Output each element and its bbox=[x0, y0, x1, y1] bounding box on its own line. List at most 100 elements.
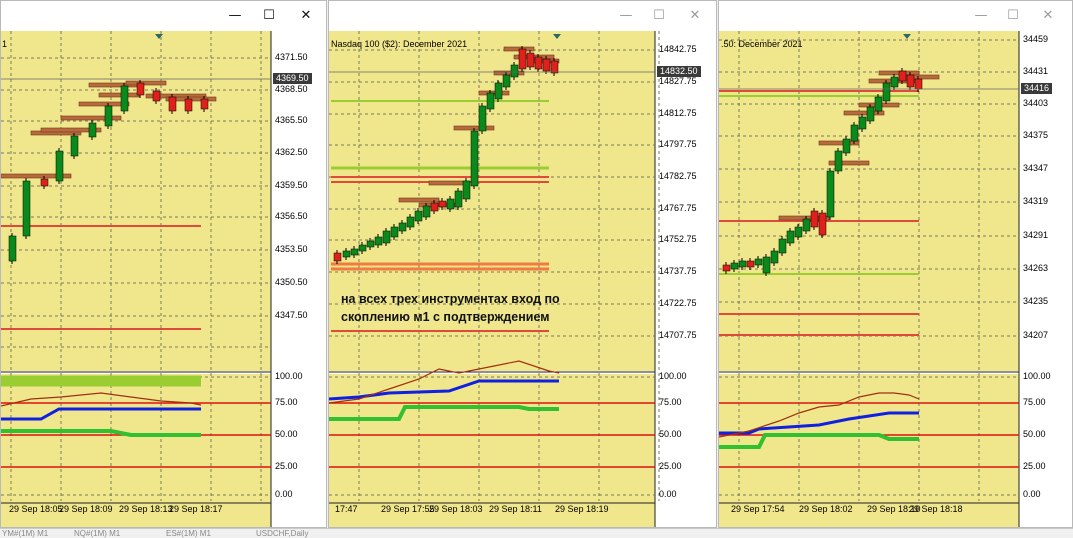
candle-bear bbox=[430, 202, 439, 212]
oscillator-brown-line bbox=[329, 360, 560, 404]
current-price-tag: 34416 bbox=[1021, 83, 1053, 94]
candle-bear bbox=[914, 78, 923, 90]
candle-bull bbox=[88, 122, 97, 138]
volume-cluster bbox=[98, 92, 140, 98]
time-axis-label: 17:47 bbox=[335, 504, 358, 514]
candle-bull bbox=[486, 92, 495, 110]
candle-bear bbox=[438, 200, 447, 208]
oscillator-blue-line bbox=[719, 411, 919, 435]
candle-bull bbox=[350, 248, 359, 256]
minimize-icon[interactable]: — bbox=[228, 8, 242, 23]
window-titlebar[interactable]: — ☐ ✕ bbox=[329, 1, 716, 31]
volume-cluster bbox=[125, 80, 167, 86]
price-axis-label: 14767.75 bbox=[659, 203, 697, 213]
window-titlebar[interactable]: — ☐ ✕ bbox=[1, 1, 326, 31]
oscillator-blue-line bbox=[329, 379, 559, 401]
status-tab[interactable]: NQ#(1M) M1 bbox=[74, 529, 121, 538]
candle-bear bbox=[168, 96, 177, 112]
oscillator-brown-line bbox=[719, 392, 920, 438]
candle-bull bbox=[494, 82, 503, 100]
oscillator-axis-label: 50.00 bbox=[659, 429, 682, 439]
close-icon[interactable]: ✕ bbox=[1042, 8, 1054, 23]
candle-bear bbox=[534, 56, 543, 70]
oscillator-pane bbox=[329, 374, 655, 527]
price-axis-label: 34431 bbox=[1023, 66, 1049, 76]
volume-cluster bbox=[78, 101, 130, 107]
price-axis-label: 34319 bbox=[1023, 196, 1049, 206]
candle-bull bbox=[762, 256, 771, 274]
candle-bear bbox=[746, 260, 755, 268]
price-axis-label: 14722.75 bbox=[659, 298, 697, 308]
window-titlebar[interactable]: — ☐ ✕ bbox=[719, 1, 1072, 31]
minimize-icon[interactable]: — bbox=[619, 8, 633, 23]
status-tab[interactable]: USDCHF,Daily bbox=[256, 529, 309, 538]
candle-bull bbox=[882, 82, 891, 102]
time-axis-label: 29 Sep 18:11 bbox=[489, 504, 542, 514]
shift-marker-icon bbox=[903, 34, 911, 39]
oscillator-blue-line bbox=[1, 407, 201, 421]
close-icon[interactable]: ✕ bbox=[300, 8, 312, 23]
candle-bull bbox=[786, 230, 795, 244]
chart-area[interactable] bbox=[719, 31, 1072, 527]
price-axis-label: 4371.50 bbox=[275, 52, 308, 62]
volume-cluster bbox=[828, 160, 870, 166]
price-axis-label: 14827.75 bbox=[659, 76, 697, 86]
time-axis-label: 29 Sep 18:13 bbox=[119, 504, 173, 514]
oscillator-pane bbox=[1, 374, 271, 527]
time-axis-label: 29 Sep 18:02 bbox=[799, 504, 853, 514]
price-axis-label: 4356.50 bbox=[275, 211, 308, 221]
candle-bull bbox=[478, 105, 487, 132]
chart-window-nq[interactable]: — ☐ ✕ Nasdaq 100 ($2): December 2021 на … bbox=[328, 0, 717, 528]
status-bar: YM#(1M) M1 NQ#(1M) M1 ES#(1M) M1 USDCHF,… bbox=[0, 528, 1073, 538]
price-axis-label: 34291 bbox=[1023, 230, 1049, 240]
status-tab[interactable]: YM#(1M) M1 bbox=[2, 529, 49, 538]
current-price-tag: 4369.50 bbox=[273, 73, 312, 84]
price-axis-label: 4353.50 bbox=[275, 244, 308, 254]
shift-marker-icon bbox=[553, 34, 561, 39]
price-axis-label: 14797.75 bbox=[659, 139, 697, 149]
candle-bull bbox=[834, 150, 843, 172]
oscillator-pane bbox=[719, 374, 1019, 527]
oscillator-axis-label: 50.00 bbox=[1023, 429, 1046, 439]
candle-bull bbox=[462, 180, 471, 200]
candle-bull bbox=[358, 244, 367, 252]
price-axis-label: 4359.50 bbox=[275, 180, 308, 190]
annotation-text-line2: скоплению м1 с подтверждением bbox=[341, 310, 550, 324]
time-axis-label: 29 Sep 18:19 bbox=[555, 504, 609, 514]
price-axis-label: 14842.75 bbox=[659, 44, 697, 54]
price-pane bbox=[329, 31, 655, 371]
candle-bull bbox=[890, 76, 899, 88]
candle-bull bbox=[502, 74, 511, 88]
candle-bull bbox=[794, 226, 803, 238]
oscillator-axis-label: 100.00 bbox=[275, 371, 303, 381]
candle-bull bbox=[366, 240, 375, 248]
candle-bull bbox=[422, 205, 431, 218]
close-icon[interactable]: ✕ bbox=[689, 8, 701, 23]
candle-bull bbox=[850, 124, 859, 142]
oscillator-green-line bbox=[719, 433, 919, 449]
maximize-icon[interactable]: ☐ bbox=[263, 8, 275, 23]
candle-bull bbox=[802, 218, 811, 232]
oscillator-green-line bbox=[1, 429, 201, 437]
price-axis-label: 14752.75 bbox=[659, 234, 697, 244]
maximize-icon[interactable]: ☐ bbox=[653, 8, 665, 23]
time-axis-label: 29 Sep 18:10 bbox=[867, 504, 921, 514]
maximize-icon[interactable]: ☐ bbox=[1007, 8, 1019, 23]
price-axis-label: 34263 bbox=[1023, 263, 1049, 273]
volume-cluster bbox=[40, 127, 102, 133]
oscillator-axis-label: 0.00 bbox=[275, 489, 293, 499]
price-axis-label: 14737.75 bbox=[659, 266, 697, 276]
status-tab[interactable]: ES#(1M) M1 bbox=[166, 529, 211, 538]
chart-title: Nasdaq 100 ($2): December 2021 bbox=[331, 39, 468, 49]
chart-window-ym[interactable]: — ☐ ✕ .50: December 2021 34459 34431 34403… bbox=[718, 0, 1073, 528]
chart-area[interactable] bbox=[329, 31, 716, 527]
candle-bear bbox=[526, 52, 535, 68]
chart-window-es[interactable]: — ☐ ✕ 1 4371.50 4368.50 4365.50 4362.50 4359… bbox=[0, 0, 327, 528]
oscillator-axis-label: 0.00 bbox=[1023, 489, 1041, 499]
price-pane bbox=[1, 31, 271, 371]
chart-area[interactable] bbox=[1, 31, 326, 527]
candle-bear bbox=[722, 264, 731, 272]
oscillator-axis-label: 75.00 bbox=[659, 397, 682, 407]
minimize-icon[interactable]: — bbox=[974, 8, 988, 23]
